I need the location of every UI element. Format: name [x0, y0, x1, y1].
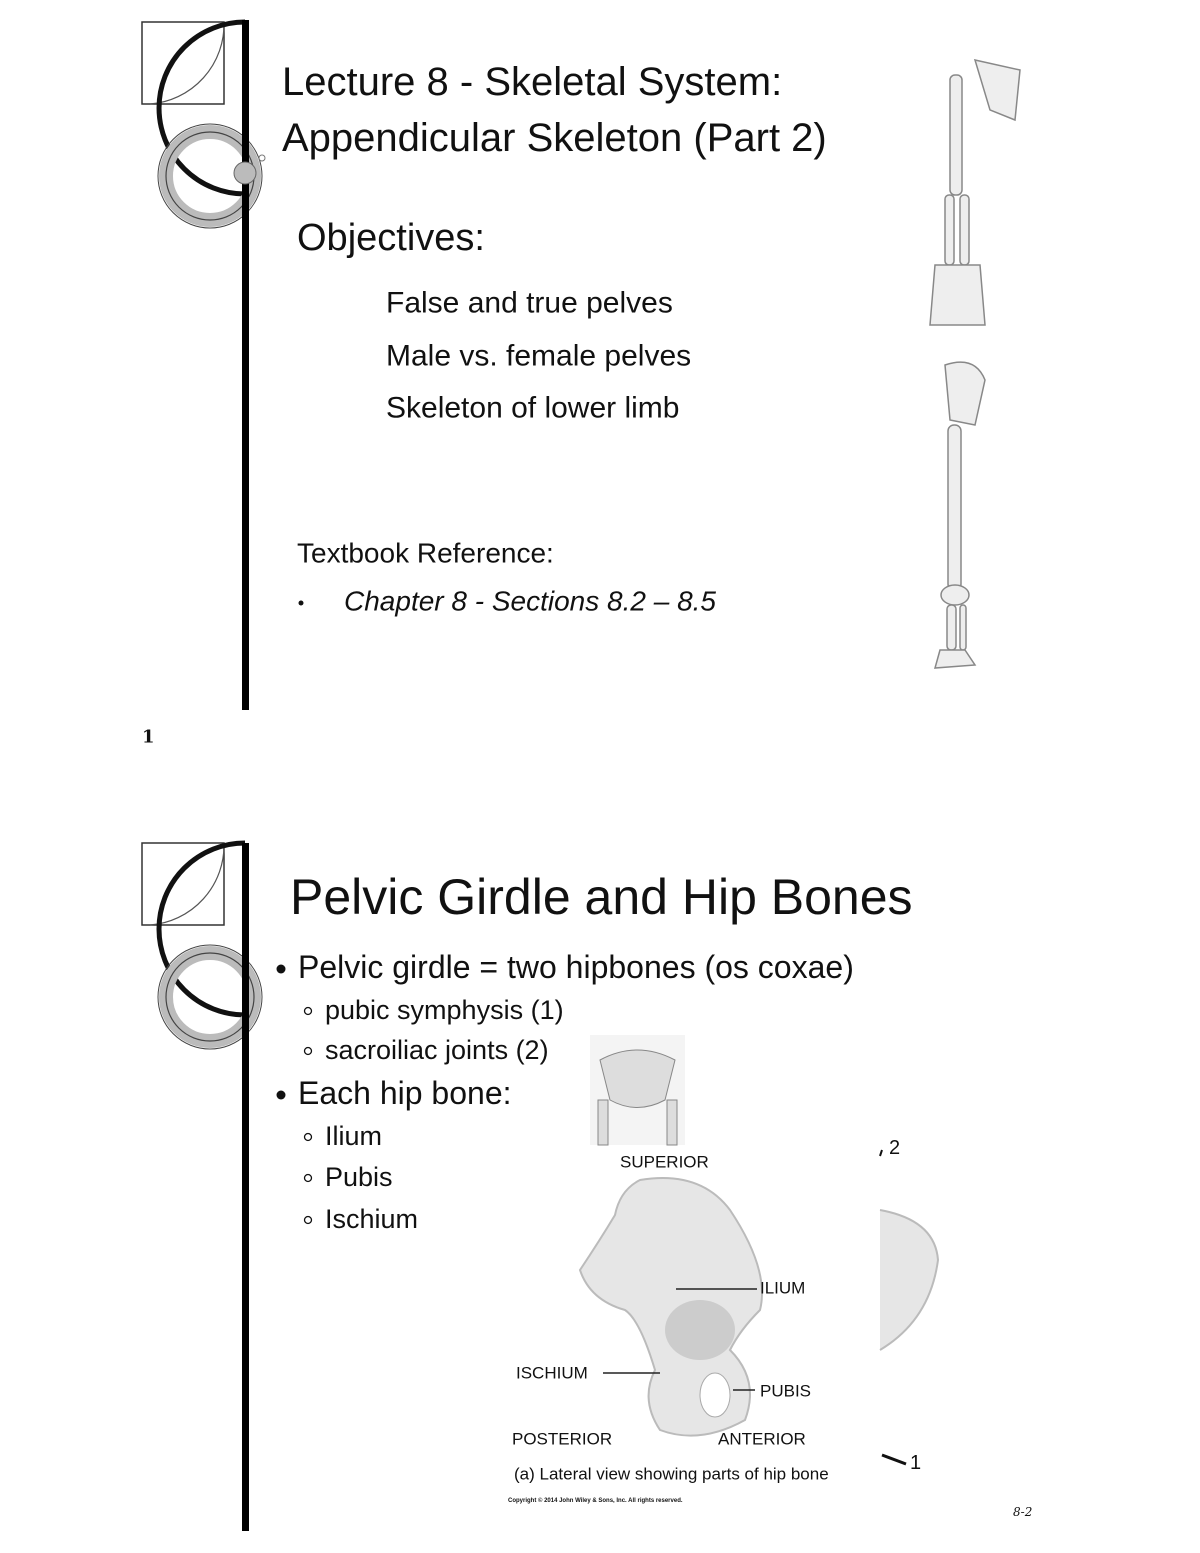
callout: 2: [889, 1137, 900, 1159]
figure-label: POSTERIOR: [512, 1430, 612, 1449]
sub-bullet-text: sacroiliac joints (2): [325, 1035, 549, 1065]
page-label: 8-2: [1013, 1505, 1032, 1519]
slide-title: Pelvic Girdle and Hip Bones: [290, 869, 913, 925]
sub-bullet: [303, 1006, 313, 1016]
figure-label: ISCHIUM: [516, 1364, 588, 1383]
bullet-text: Pelvic girdle = two hipbones (os coxae): [298, 949, 854, 985]
reference-heading: Textbook Reference:: [297, 538, 554, 569]
bullet: [298, 600, 304, 606]
sub-bullet-text: Pubis: [325, 1162, 393, 1192]
reference: Chapter 8 - Sections 8.2 – 8.5: [344, 586, 716, 617]
leg-skeleton-image: [933, 361, 986, 669]
figure-caption: (a) Lateral view showing parts of hip bo…: [514, 1465, 829, 1484]
slide-title: Appendicular Skeleton (Part 2): [282, 116, 827, 160]
bullet: [276, 1090, 286, 1100]
objective: Male vs. female pelves: [386, 340, 691, 373]
figure-label: SUPERIOR: [620, 1153, 709, 1172]
figure-label: ILIUM: [760, 1279, 805, 1298]
figure-label: ANTERIOR: [718, 1430, 806, 1449]
slide-decoration: [141, 840, 263, 1531]
pelvis-image: [590, 1035, 685, 1146]
sub-bullet: [303, 1132, 313, 1142]
sub-bullet: [303, 1046, 313, 1056]
slide-title: Lecture 8 - Skeletal System:: [282, 60, 782, 104]
sub-bullet: [303, 1173, 313, 1183]
objective: Skeleton of lower limb: [386, 392, 679, 425]
sub-bullet: [303, 1215, 313, 1225]
sub-bullet-text: Ischium: [325, 1204, 418, 1234]
sub-bullet-text: pubic symphysis (1): [325, 995, 564, 1025]
hip-bone-image: [578, 1177, 940, 1466]
figure-label: PUBIS: [760, 1382, 811, 1401]
slide-decoration: [141, 19, 266, 710]
callout: 1: [910, 1452, 921, 1474]
bullet-text: Each hip bone:: [298, 1075, 512, 1111]
copyright: Copyright © 2014 John Wiley & Sons, Inc.…: [508, 1497, 683, 1504]
callout-mark: [879, 1149, 883, 1157]
bullet: [276, 964, 286, 974]
objectives-heading: Objectives:: [297, 217, 485, 259]
arm-skeleton-image: [929, 58, 1021, 326]
sub-bullet-text: Ilium: [325, 1121, 382, 1151]
page-number: 1: [142, 727, 155, 748]
objective: False and true pelves: [386, 287, 673, 320]
